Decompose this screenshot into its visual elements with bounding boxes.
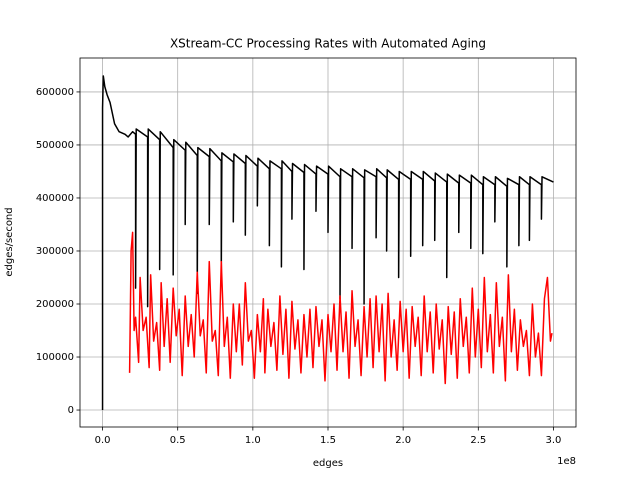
y-tick-label: 300000	[36, 246, 74, 257]
x-tick-label: 2.5	[470, 435, 486, 446]
data-line	[101, 75, 554, 411]
axes-frame	[79, 57, 577, 428]
x-tick-label: 0.0	[95, 435, 111, 446]
y-tick-label: 500000	[36, 140, 74, 151]
x-tick-label: 1.0	[245, 435, 261, 446]
y-tick-label: 200000	[36, 299, 74, 310]
y-tick-label: 600000	[36, 87, 74, 98]
y-tick-label: 100000	[36, 352, 74, 363]
x-tick-label: 0.5	[170, 435, 186, 446]
y-axis-label: edges/second	[4, 207, 15, 276]
x-axis-label: edges	[313, 458, 343, 469]
x-tick-label: 1.5	[320, 435, 336, 446]
x-tick-label: 2.0	[395, 435, 411, 446]
y-tick-label: 0	[68, 405, 74, 416]
y-tick-label: 400000	[36, 193, 74, 204]
x-offset-label: 1e8	[557, 456, 576, 467]
chart-title: XStream-CC Processing Rates with Automat…	[170, 37, 486, 51]
x-tick-label: 3.0	[546, 435, 562, 446]
data-line	[128, 231, 553, 385]
